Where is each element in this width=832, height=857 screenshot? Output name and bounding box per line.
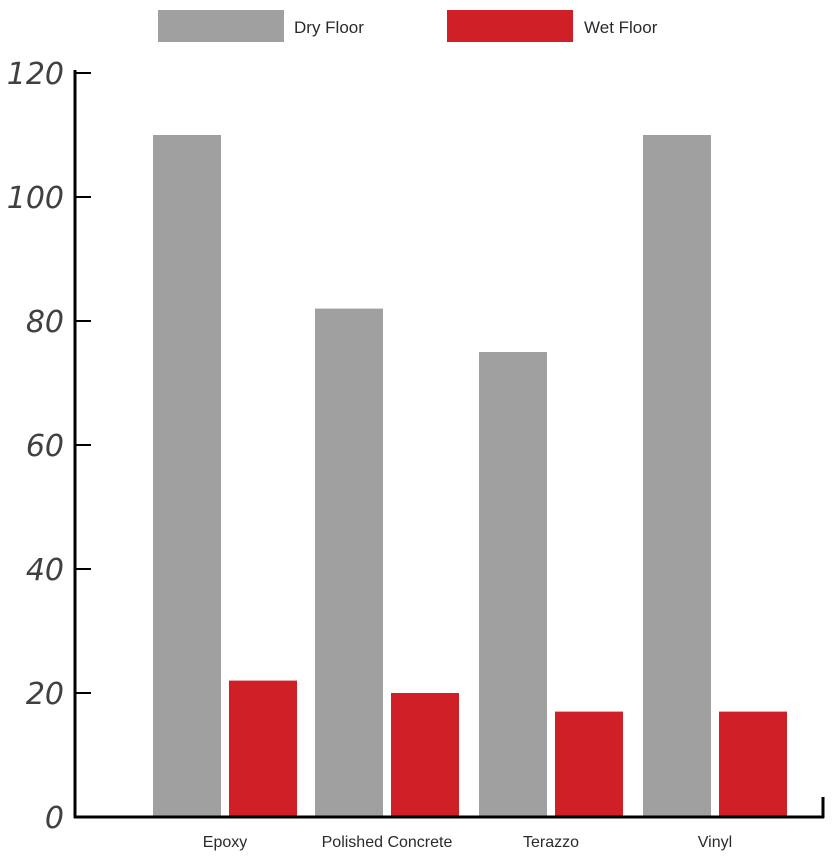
legend-swatch-wet-floor <box>447 10 573 42</box>
y-tick-label: 120 <box>7 57 64 92</box>
y-tick-label: 100 <box>7 181 64 216</box>
bars <box>153 135 787 817</box>
bar-dry-floor-vinyl <box>643 135 711 817</box>
bar-wet-floor-polished-concrete <box>391 693 459 817</box>
y-tick-label: 20 <box>26 677 64 712</box>
y-tick-label: 80 <box>26 305 64 340</box>
bar-dry-floor-epoxy <box>153 135 221 817</box>
legend-label-wet-floor: Wet Floor <box>584 18 658 37</box>
axes <box>73 70 825 819</box>
bar-dry-floor-polished-concrete <box>315 308 383 817</box>
y-tick-label: 40 <box>26 553 64 588</box>
bar-wet-floor-epoxy <box>229 680 297 817</box>
legend: Dry Floor Wet Floor <box>158 10 658 42</box>
y-axis-ticks: 0 20 40 60 80 100 120 <box>7 57 91 836</box>
bar-wet-floor-vinyl <box>719 711 787 817</box>
legend-swatch-dry-floor <box>158 10 284 42</box>
y-tick-label: 60 <box>26 429 64 464</box>
y-tick-label: 0 <box>45 801 64 836</box>
x-tick-label: Terazzo <box>523 834 579 851</box>
bar-wet-floor-terazzo <box>555 711 623 817</box>
x-axis-labels: Epoxy Polished Concrete Terazzo Vinyl <box>203 834 732 851</box>
x-tick-label: Polished Concrete <box>322 834 453 851</box>
x-tick-label: Vinyl <box>698 834 732 851</box>
bar-dry-floor-terazzo <box>479 352 547 817</box>
x-tick-label: Epoxy <box>203 834 247 851</box>
legend-label-dry-floor: Dry Floor <box>294 18 364 37</box>
